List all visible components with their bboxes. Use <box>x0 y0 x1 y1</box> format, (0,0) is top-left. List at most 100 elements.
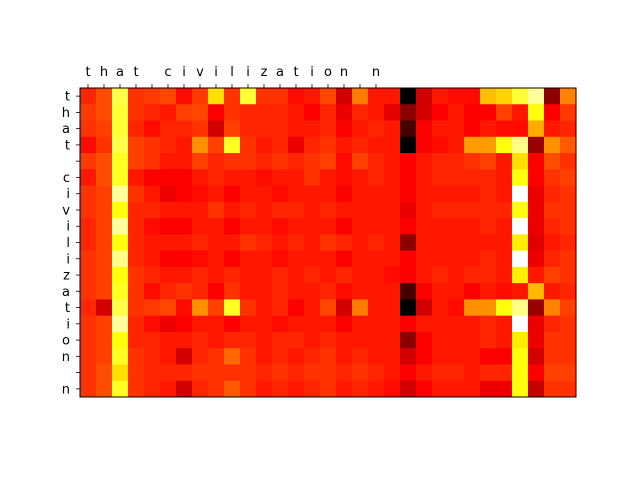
heatmap-cell <box>560 185 577 203</box>
heatmap-cell <box>512 299 529 317</box>
heatmap-cell <box>144 283 161 300</box>
heatmap-cell <box>384 136 401 154</box>
heatmap-cell <box>128 201 145 219</box>
heatmap-cell <box>336 136 353 154</box>
heatmap-cell <box>384 331 401 349</box>
heatmap-cell <box>128 299 145 317</box>
heatmap-cell <box>512 331 529 349</box>
heatmap-cell <box>304 88 321 105</box>
heatmap-cell <box>320 218 337 235</box>
heatmap-cell <box>240 136 257 154</box>
heatmap-cell <box>464 315 481 333</box>
x-tick-label: v <box>196 65 204 80</box>
heatmap-cell <box>128 266 145 284</box>
heatmap-cell <box>128 120 145 138</box>
heatmap-cell <box>80 299 97 317</box>
heatmap-cell <box>256 331 273 349</box>
heatmap-cell <box>400 120 417 138</box>
heatmap-cell <box>176 315 193 333</box>
heatmap-cell <box>112 136 129 154</box>
heatmap-cell <box>400 201 417 219</box>
heatmap-cell <box>416 185 433 203</box>
heatmap-cell <box>304 331 321 349</box>
heatmap-cell <box>560 120 577 138</box>
heatmap-cell <box>272 250 289 268</box>
heatmap-cell <box>512 250 529 268</box>
heatmap-cell <box>528 120 545 138</box>
heatmap-cell <box>224 169 241 186</box>
x-tick-label: i <box>182 65 186 80</box>
heatmap-cell <box>176 348 193 365</box>
heatmap-cell <box>304 266 321 284</box>
heatmap-cell <box>560 250 577 268</box>
heatmap-cell <box>512 380 529 398</box>
heatmap-cell <box>512 364 529 382</box>
heatmap-cell <box>400 250 417 268</box>
heatmap-cell <box>208 364 225 382</box>
heatmap-cell <box>320 201 337 219</box>
heatmap-cell <box>256 120 273 138</box>
heatmap-cell <box>368 266 385 284</box>
heatmap-cell <box>528 169 545 186</box>
heatmap-cell <box>112 185 129 203</box>
heatmap-cell <box>480 169 497 186</box>
x-tick-label: n <box>340 65 348 80</box>
heatmap-cell <box>464 153 481 170</box>
heatmap-cell <box>304 201 321 219</box>
heatmap-cell <box>496 169 513 186</box>
heatmap-cell <box>464 218 481 235</box>
heatmap-cell <box>240 331 257 349</box>
heatmap-cell <box>208 218 225 235</box>
heatmap-cell <box>368 153 385 170</box>
heatmap-cell <box>432 283 449 300</box>
heatmap-cell <box>288 104 305 121</box>
heatmap-cell <box>272 266 289 284</box>
heatmap-cell <box>448 218 465 235</box>
heatmap-cell <box>256 250 273 268</box>
heatmap-cell <box>192 218 209 235</box>
heatmap-cell <box>160 88 177 105</box>
heatmap-cell <box>320 136 337 154</box>
heatmap-cell <box>400 136 417 154</box>
heatmap-cell <box>496 88 513 105</box>
x-tick-label: z <box>261 65 268 80</box>
heatmap-cell <box>336 120 353 138</box>
heatmap-cell <box>480 88 497 105</box>
heatmap-cell <box>320 380 337 398</box>
heatmap-cell <box>288 234 305 252</box>
heatmap-cell <box>416 315 433 333</box>
heatmap-cell <box>320 348 337 365</box>
heatmap-cell <box>352 201 369 219</box>
heatmap-cell <box>448 266 465 284</box>
heatmap-cell <box>224 266 241 284</box>
heatmap-cell <box>240 88 257 105</box>
x-tick-label: i <box>214 65 218 80</box>
heatmap-cell <box>368 120 385 138</box>
heatmap-cell <box>256 348 273 365</box>
heatmap-cell <box>80 283 97 300</box>
heatmap-cell <box>384 234 401 252</box>
heatmap-cell <box>160 169 177 186</box>
heatmap-cell <box>416 250 433 268</box>
heatmap-cell <box>240 299 257 317</box>
heatmap-cell <box>336 185 353 203</box>
heatmap-cell <box>176 169 193 186</box>
heatmap-cell <box>352 218 369 235</box>
heatmap-cell <box>240 283 257 300</box>
heatmap-cell <box>288 169 305 186</box>
heatmap-cell <box>192 364 209 382</box>
heatmap-cell <box>336 104 353 121</box>
heatmap-cell <box>496 218 513 235</box>
x-tick-label: h <box>100 65 108 80</box>
heatmap-cell <box>304 153 321 170</box>
y-tick-label: t <box>65 138 70 153</box>
heatmap-cell <box>448 364 465 382</box>
heatmap-cell <box>128 348 145 365</box>
heatmap-cell <box>80 364 97 382</box>
heatmap-cell <box>240 201 257 219</box>
heatmap-cell <box>80 315 97 333</box>
heatmap-cell <box>272 201 289 219</box>
heatmap-cell <box>224 88 241 105</box>
